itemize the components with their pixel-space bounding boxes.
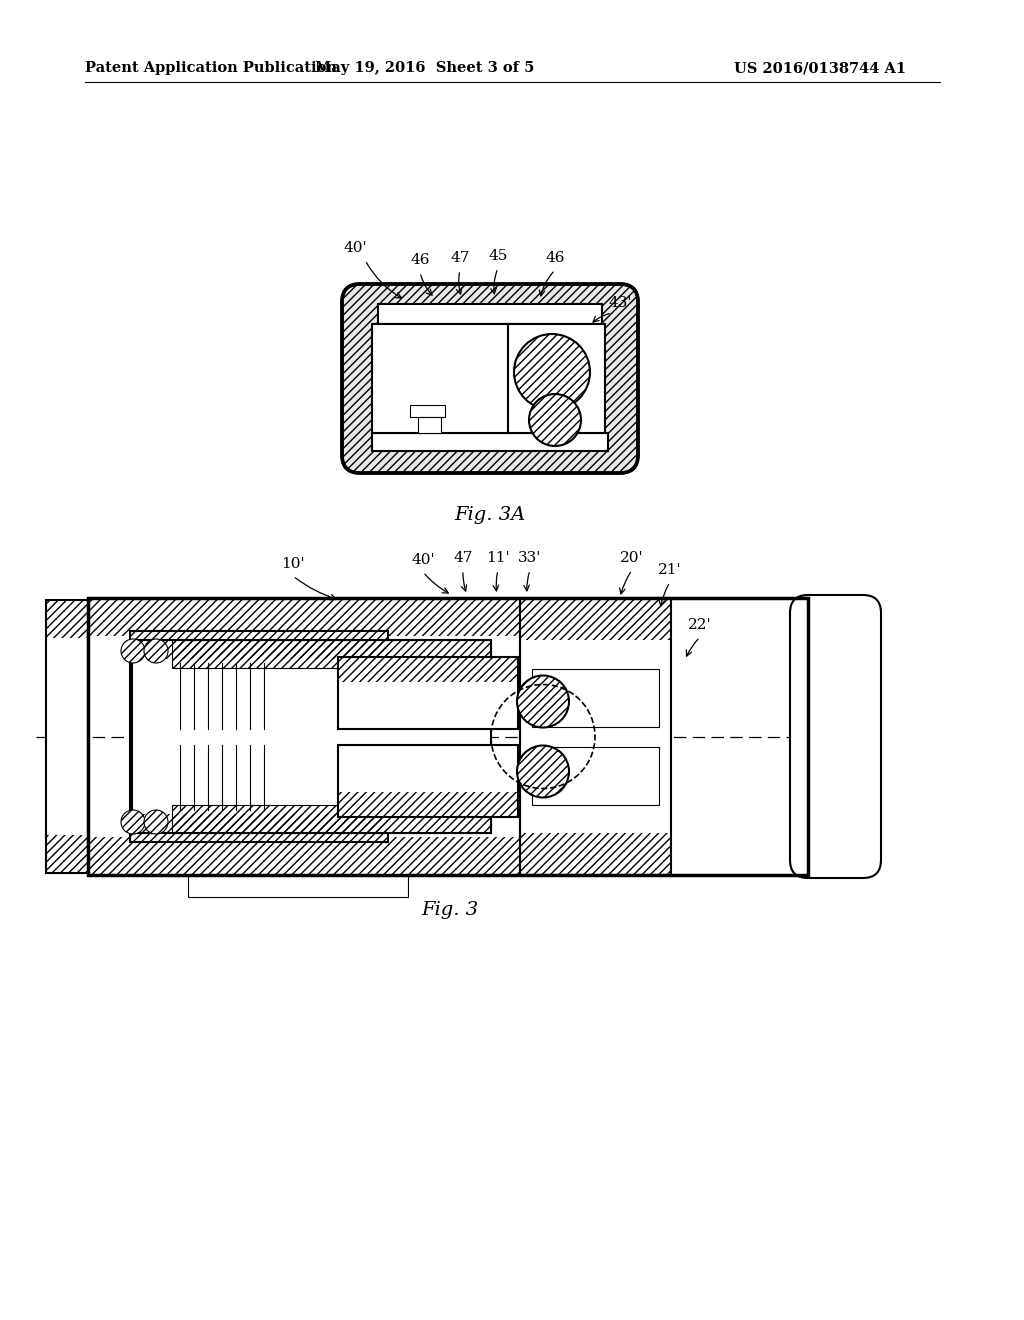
Bar [532, 747, 659, 804]
Text: 22': 22' [688, 618, 712, 632]
Text: 10': 10' [282, 557, 305, 572]
Text: Patent Application Publication: Patent Application Publication [85, 61, 337, 75]
Bar [520, 598, 671, 875]
Text: 40': 40' [412, 553, 435, 568]
Circle shape [517, 676, 569, 727]
Text: 47: 47 [454, 550, 473, 565]
Bar [130, 631, 388, 659]
Text: 46: 46 [545, 251, 565, 265]
Bar [88, 598, 808, 875]
Circle shape [144, 810, 168, 834]
FancyBboxPatch shape [790, 595, 881, 878]
Text: Fig. 3: Fig. 3 [422, 902, 478, 919]
Circle shape [529, 393, 581, 446]
Bar [132, 640, 492, 833]
Circle shape [517, 746, 569, 797]
Bar [378, 304, 602, 323]
Bar [46, 601, 88, 638]
Bar [532, 668, 659, 726]
Bar [338, 792, 518, 817]
Text: 40': 40' [343, 242, 367, 255]
Text: 43': 43' [608, 296, 632, 310]
Text: 21': 21' [658, 564, 682, 577]
Bar [172, 805, 492, 833]
Text: May 19, 2016  Sheet 3 of 5: May 19, 2016 Sheet 3 of 5 [315, 61, 535, 75]
Circle shape [121, 810, 145, 834]
Bar [130, 631, 388, 842]
Bar [372, 433, 608, 451]
Bar [88, 598, 808, 875]
Bar [46, 836, 88, 873]
Text: 33': 33' [518, 550, 542, 565]
Text: 20': 20' [621, 550, 644, 565]
Bar [338, 744, 518, 817]
Bar [410, 405, 445, 417]
Circle shape [121, 639, 145, 663]
Bar [520, 833, 671, 875]
Text: 45: 45 [488, 249, 508, 263]
Text: 46: 46 [411, 253, 430, 267]
Bar [88, 598, 621, 636]
Circle shape [514, 334, 590, 411]
Circle shape [144, 639, 168, 663]
Bar [188, 875, 408, 898]
FancyBboxPatch shape [342, 284, 638, 473]
Bar [508, 323, 605, 433]
Text: US 2016/0138744 A1: US 2016/0138744 A1 [734, 61, 906, 75]
Bar [338, 656, 518, 681]
Bar [172, 640, 492, 668]
Text: Fig. 3A: Fig. 3A [455, 506, 525, 524]
Bar [46, 601, 88, 873]
Bar [418, 417, 441, 433]
Text: 47: 47 [451, 251, 470, 265]
Bar [520, 598, 671, 640]
Bar [88, 837, 621, 875]
Bar [130, 814, 388, 842]
Bar [338, 656, 518, 729]
Bar [372, 323, 515, 433]
Text: 11': 11' [486, 550, 510, 565]
